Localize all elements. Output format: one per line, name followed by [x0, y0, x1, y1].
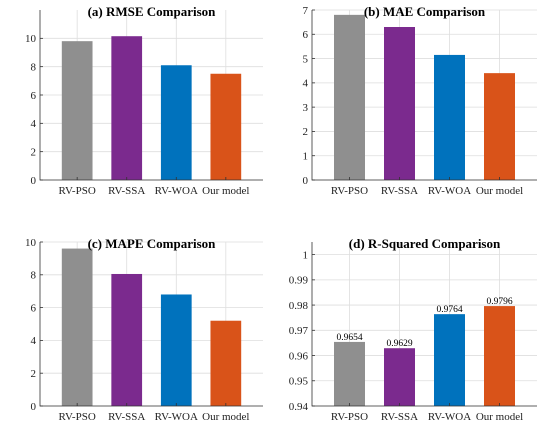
y-tick-label: 0	[31, 401, 37, 413]
y-tick-label: 6	[31, 90, 37, 102]
data-label: 0.9629	[386, 339, 412, 349]
y-tick-label: 10	[25, 237, 37, 249]
bar-rv-pso	[334, 341, 365, 406]
chart-title: (c) MAPE Comparison	[88, 236, 217, 251]
bar-rv-woa	[160, 294, 192, 406]
x-tick-label: RV-SSA	[381, 185, 418, 197]
x-tick-label: Our model	[476, 411, 523, 422]
bar-rv-pso	[334, 14, 365, 180]
y-tick-label: 5	[303, 53, 309, 65]
y-tick-label: 1	[303, 151, 309, 163]
y-tick-label: 2	[303, 126, 309, 138]
x-tick-label: Our model	[202, 185, 249, 197]
x-tick-label: RV-PSO	[331, 411, 368, 422]
y-tick-label: 7	[303, 5, 309, 17]
y-tick-label: 8	[31, 270, 37, 282]
bar-our-model	[484, 73, 515, 180]
x-tick-label: RV-SSA	[108, 411, 145, 422]
y-tick-label: 0.98	[289, 300, 309, 312]
bar-our-model	[484, 306, 515, 406]
chart-panel-4: 0.94 0.95 0.96 0.97 0.98 0.99 1 RV-PSO RV-SSA RV-…	[289, 236, 537, 422]
x-tick-label: RV-WOA	[155, 411, 198, 422]
x-tick-label: RV-PSO	[331, 185, 368, 197]
y-tick-label: 1	[303, 249, 309, 261]
bar-rv-ssa	[111, 36, 143, 181]
y-tick-label: 6	[31, 302, 37, 314]
x-tick-label: RV-SSA	[381, 411, 418, 422]
data-label: 0.9654	[336, 333, 362, 343]
chart-panel-1: 0 2 4 6 8 10 RV-PSO RV-SSA RV-WOA Our model (a) RM…	[25, 4, 263, 197]
x-tick-label: Our model	[202, 411, 249, 422]
bar-rv-woa	[434, 54, 465, 180]
chart-title: (b) MAE Comparison	[364, 4, 486, 19]
y-tick-label: 0.96	[289, 350, 309, 362]
x-tick-label: RV-PSO	[59, 411, 96, 422]
data-label: 0.9796	[486, 297, 512, 307]
data-label: 0.9764	[436, 305, 462, 315]
chart-panel-3: 0 2 4 6 8 10 RV-PSO RV-SSA RV-WOA Our model (c) MA…	[25, 236, 263, 422]
bar-rv-pso	[61, 248, 93, 406]
bar-our-model	[210, 320, 242, 406]
x-tick-label: RV-SSA	[108, 185, 145, 197]
bar-rv-ssa	[384, 27, 415, 180]
y-tick-label: 6	[303, 29, 309, 41]
y-tick-label: 0	[31, 175, 37, 187]
chart-title: (a) RMSE Comparison	[88, 4, 217, 19]
x-tick-label: RV-WOA	[428, 411, 471, 422]
y-tick-label: 4	[31, 335, 37, 347]
x-tick-label: RV-WOA	[155, 185, 198, 197]
y-tick-label: 0	[303, 175, 309, 187]
bar-rv-woa	[160, 65, 192, 180]
y-tick-label: 4	[31, 118, 37, 130]
bar-rv-woa	[434, 314, 465, 406]
y-tick-label: 2	[31, 146, 37, 158]
y-tick-label: 0.95	[289, 376, 309, 388]
y-tick-label: 2	[31, 368, 37, 380]
y-tick-label: 0.97	[289, 325, 309, 337]
bar-rv-ssa	[384, 348, 415, 406]
x-tick-label: Our model	[476, 185, 523, 197]
bar-rv-pso	[61, 41, 93, 180]
y-tick-label: 3	[303, 102, 309, 114]
y-tick-label: 0.99	[289, 275, 309, 287]
y-tick-label: 8	[31, 61, 37, 73]
y-tick-label: 0.94	[289, 401, 309, 413]
chart-title: (d) R-Squared Comparison	[349, 236, 501, 251]
bar-our-model	[210, 73, 242, 180]
y-tick-label: 10	[25, 33, 37, 45]
y-tick-label: 4	[303, 78, 309, 90]
chart-panel-2: 0 1 2 3 4 5 6 7 RV-PSO RV-SSA RV-WOA Our model (b) M…	[303, 4, 537, 197]
x-tick-label: RV-PSO	[59, 185, 96, 197]
bar-rv-ssa	[111, 273, 143, 406]
x-tick-label: RV-WOA	[428, 185, 471, 197]
